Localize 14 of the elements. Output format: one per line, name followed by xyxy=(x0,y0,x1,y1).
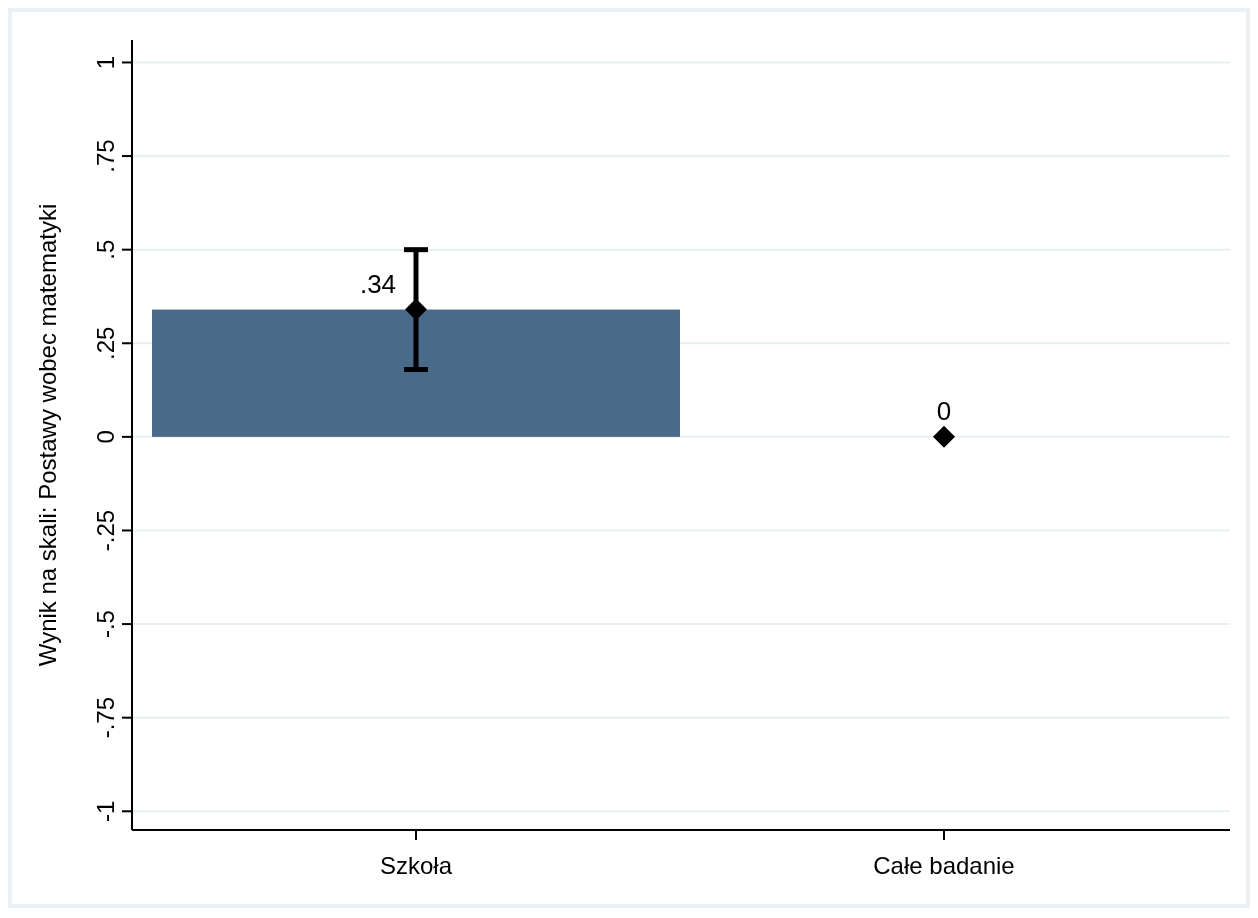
y-tick-label: .5 xyxy=(92,239,119,260)
y-tick-label: -.5 xyxy=(92,610,119,639)
y-tick-label: .25 xyxy=(92,326,119,360)
y-tick-label: -.25 xyxy=(92,509,119,552)
y-tick-label: .75 xyxy=(92,139,119,173)
x-tick-label: Szkoła xyxy=(379,852,453,879)
y-tick-label: 1 xyxy=(92,55,119,70)
y-tick-label: -1 xyxy=(92,800,119,822)
data-label: 0 xyxy=(936,395,952,426)
y-tick-label: 0 xyxy=(92,430,119,444)
y-tick-label: -.75 xyxy=(92,697,119,739)
x-tick-label: Całe badanie xyxy=(873,852,1015,879)
y-axis-title: Wynik na skali: Postawy wobec matematyki xyxy=(34,203,61,667)
data-label: .34 xyxy=(359,268,397,299)
